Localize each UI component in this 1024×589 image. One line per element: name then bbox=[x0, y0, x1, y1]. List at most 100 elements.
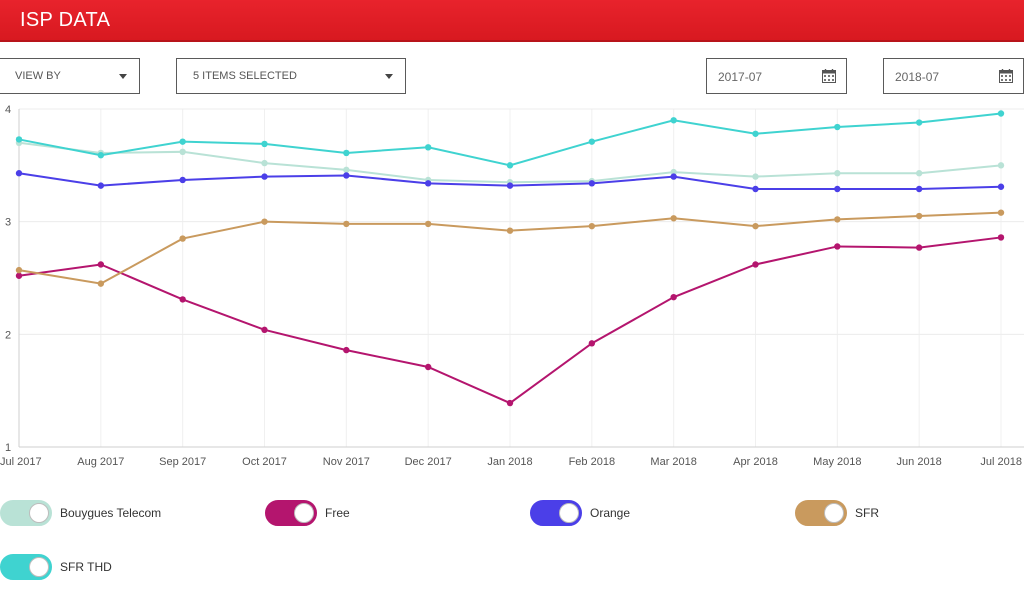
data-point[interactable] bbox=[670, 293, 677, 301]
calendar-icon[interactable] bbox=[822, 69, 836, 83]
legend-label: SFR THD bbox=[60, 560, 112, 574]
data-point[interactable] bbox=[752, 261, 759, 268]
data-point[interactable] bbox=[261, 140, 268, 148]
legend-toggle[interactable] bbox=[0, 554, 52, 580]
x-tick-label: Apr 2018 bbox=[733, 456, 778, 468]
legend-label: Free bbox=[325, 506, 350, 520]
data-point[interactable] bbox=[97, 151, 105, 159]
line-chart: 1 2 3 4 Jul 2017 Aug 2017 Sep 2017 Oct 2017 Nov … bbox=[0, 104, 1024, 468]
legend-label: Orange bbox=[590, 506, 631, 520]
data-point[interactable] bbox=[15, 170, 23, 177]
data-point[interactable] bbox=[179, 138, 186, 145]
data-point[interactable] bbox=[834, 243, 841, 250]
data-point[interactable] bbox=[506, 399, 514, 407]
data-point[interactable] bbox=[997, 183, 1005, 190]
chevron-down-icon bbox=[385, 74, 393, 79]
data-point[interactable] bbox=[261, 159, 268, 167]
legend-toggle[interactable] bbox=[530, 500, 582, 526]
x-tick-label: Jan 2018 bbox=[487, 456, 532, 468]
x-tick-label: May 2018 bbox=[813, 456, 861, 468]
data-point[interactable] bbox=[97, 261, 105, 268]
data-point[interactable] bbox=[97, 182, 105, 189]
data-point[interactable] bbox=[834, 123, 841, 131]
data-point[interactable] bbox=[179, 235, 186, 242]
data-point[interactable] bbox=[588, 138, 596, 145]
start-date-input[interactable]: 2017-07 bbox=[706, 58, 847, 94]
toggle-knob bbox=[824, 503, 844, 523]
data-point[interactable] bbox=[343, 346, 350, 354]
toggle-knob bbox=[29, 557, 49, 577]
toggle-knob bbox=[559, 503, 579, 523]
data-point[interactable] bbox=[506, 182, 514, 189]
data-point[interactable] bbox=[506, 227, 514, 234]
data-point[interactable] bbox=[834, 185, 841, 193]
calendar-icon[interactable] bbox=[999, 69, 1013, 83]
data-point[interactable] bbox=[424, 363, 432, 371]
y-tick-label: 3 bbox=[5, 217, 11, 229]
x-tick-label: Jun 2018 bbox=[897, 456, 942, 468]
data-point[interactable] bbox=[588, 222, 596, 230]
data-point[interactable] bbox=[834, 170, 841, 177]
data-point[interactable] bbox=[670, 215, 677, 222]
legend-label: Bouygues Telecom bbox=[60, 506, 162, 520]
y-tick-label: 2 bbox=[5, 329, 11, 341]
x-tick-label: Jul 2018 bbox=[980, 456, 1022, 468]
data-point[interactable] bbox=[179, 176, 186, 184]
data-point[interactable] bbox=[343, 220, 350, 228]
data-point[interactable] bbox=[588, 180, 596, 187]
x-tick-label: Nov 2017 bbox=[323, 456, 370, 468]
x-tick-label: Feb 2018 bbox=[569, 456, 615, 468]
data-point[interactable] bbox=[179, 148, 186, 156]
data-point[interactable] bbox=[506, 162, 514, 169]
data-point[interactable] bbox=[343, 149, 350, 157]
data-point[interactable] bbox=[997, 209, 1005, 216]
data-point[interactable] bbox=[670, 117, 677, 124]
chevron-down-icon bbox=[119, 74, 127, 79]
legend-toggle[interactable] bbox=[0, 500, 52, 526]
data-point[interactable] bbox=[915, 212, 923, 220]
data-point[interactable] bbox=[915, 244, 923, 251]
toggle-knob bbox=[29, 503, 49, 523]
data-point[interactable] bbox=[670, 168, 677, 176]
data-point[interactable] bbox=[424, 220, 432, 228]
x-tick-label: Mar 2018 bbox=[650, 456, 696, 468]
data-point[interactable] bbox=[752, 173, 759, 180]
data-point[interactable] bbox=[752, 130, 759, 137]
data-point[interactable] bbox=[343, 172, 350, 179]
data-point[interactable] bbox=[15, 266, 23, 274]
data-point[interactable] bbox=[834, 216, 841, 223]
data-point[interactable] bbox=[261, 173, 268, 180]
data-point[interactable] bbox=[915, 170, 923, 177]
x-tick-label: Sep 2017 bbox=[159, 456, 206, 468]
data-point[interactable] bbox=[424, 180, 432, 187]
y-tick-label: 4 bbox=[5, 104, 11, 116]
data-point[interactable] bbox=[752, 222, 759, 230]
data-point[interactable] bbox=[261, 218, 268, 225]
data-point[interactable] bbox=[997, 162, 1005, 169]
view-by-label: VIEW BY bbox=[15, 70, 61, 82]
end-date-input[interactable]: 2018-07 bbox=[883, 58, 1024, 94]
data-point[interactable] bbox=[588, 340, 596, 347]
data-point[interactable] bbox=[424, 144, 432, 151]
data-point[interactable] bbox=[670, 173, 677, 180]
data-point[interactable] bbox=[179, 296, 186, 303]
data-point[interactable] bbox=[915, 119, 923, 126]
data-point[interactable] bbox=[261, 326, 268, 334]
page-title: ISP DATA bbox=[20, 9, 111, 31]
data-point[interactable] bbox=[915, 185, 923, 193]
view-by-dropdown[interactable]: VIEW BY bbox=[0, 58, 140, 94]
toggle-knob bbox=[294, 503, 314, 523]
data-point[interactable] bbox=[15, 136, 23, 143]
app-header: ISP DATA bbox=[0, 0, 1024, 42]
data-point[interactable] bbox=[997, 110, 1005, 117]
data-point[interactable] bbox=[752, 185, 759, 193]
legend-label: SFR bbox=[855, 506, 879, 520]
data-point[interactable] bbox=[997, 234, 1005, 241]
x-tick-label: Oct 2017 bbox=[242, 456, 287, 468]
data-point[interactable] bbox=[343, 166, 350, 174]
legend-toggle[interactable] bbox=[265, 500, 317, 526]
data-point[interactable] bbox=[15, 272, 23, 279]
data-point[interactable] bbox=[97, 280, 105, 287]
legend-toggle[interactable] bbox=[795, 500, 847, 526]
items-selected-dropdown[interactable]: 5 ITEMS SELECTED bbox=[176, 58, 406, 94]
